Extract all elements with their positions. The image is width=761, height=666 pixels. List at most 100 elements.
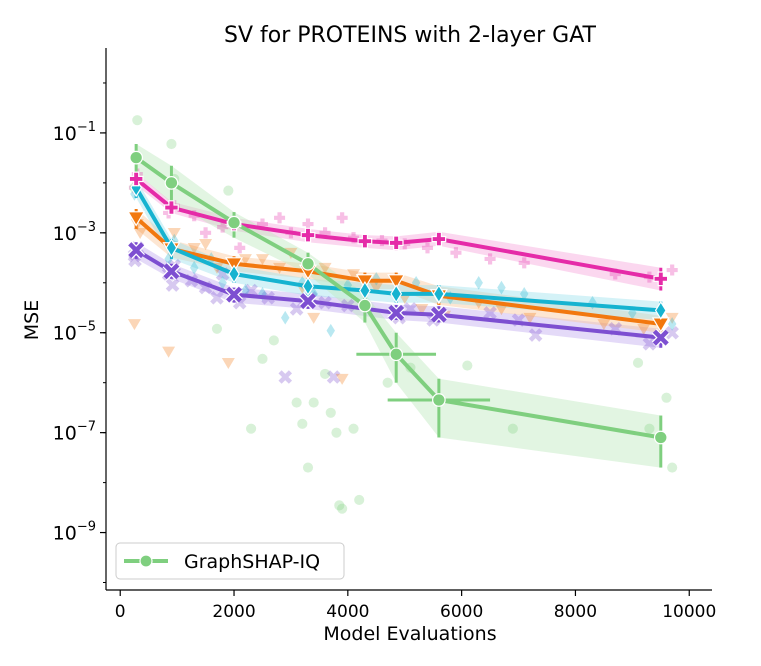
y-tick-label-4: 10−9 xyxy=(53,520,96,545)
scatter-orange-triangle-4-shape xyxy=(167,227,181,240)
scatter-purple-x-13 xyxy=(278,370,293,384)
scatter-graphshap-iq-22-shape xyxy=(462,360,473,371)
scatter-cyan-diamond-9 xyxy=(281,310,290,325)
scatter-orange-triangle-26 xyxy=(637,323,651,335)
scatter-graphshap-iq-23 xyxy=(507,423,518,434)
scatter-orange-triangle-18-shape xyxy=(369,282,383,294)
marker-cyan-diamond-1 xyxy=(165,238,178,258)
band-magenta-plus xyxy=(136,172,661,291)
scatter-magenta-plus-14 xyxy=(347,232,360,244)
scatter-cyan-diamond-22 xyxy=(667,317,677,331)
scatter-graphshap-iq-24-shape xyxy=(632,357,644,368)
marker-magenta-plus-1-shape xyxy=(164,200,179,215)
scatter-cyan-diamond-9-shape xyxy=(281,310,290,325)
scatter-purple-x-8 xyxy=(210,291,224,305)
chart-title: SV for PROTEINS with 2-layer GAT xyxy=(224,23,597,48)
scatter-purple-x-26-shape xyxy=(642,337,657,351)
marker-graphshap-iq-4-shape xyxy=(358,298,372,313)
scatter-orange-triangle-15 xyxy=(318,262,332,274)
scatter-magenta-plus-12-shape xyxy=(319,227,331,239)
marker-graphshap-iq-3-shape xyxy=(301,256,315,271)
scatter-orange-triangle-10 xyxy=(255,254,269,266)
scatter-graphshap-iq-11-shape xyxy=(302,462,314,473)
scatter-purple-x-24-shape xyxy=(528,328,543,342)
marker-orange-triangle-0-shape xyxy=(127,211,146,227)
scatter-magenta-plus-14-shape xyxy=(347,232,360,244)
marker-graphshap-iq-4 xyxy=(358,298,372,313)
scatter-orange-triangle-2 xyxy=(133,227,147,240)
scatter-cyan-diamond-6 xyxy=(218,275,227,290)
scatter-purple-x-22 xyxy=(483,306,497,320)
marker-cyan-diamond-3 xyxy=(302,276,314,296)
scatter-graphshap-iq-6 xyxy=(246,423,257,434)
marker-magenta-plus-3 xyxy=(300,227,316,243)
scatter-graphshap-iq-22 xyxy=(462,360,473,371)
scatter-graphshap-iq-9-shape xyxy=(291,397,302,408)
scatter-graphshap-iq-13-shape xyxy=(320,368,331,379)
y-tick-label-0: 10−1 xyxy=(53,120,96,145)
band-purple-x xyxy=(136,242,661,348)
series-markers xyxy=(127,150,670,445)
scatter-magenta-plus-8-shape xyxy=(256,218,269,230)
scatter-purple-x-17 xyxy=(326,370,341,384)
scatter-orange-triangle-20 xyxy=(415,304,429,316)
scatter-magenta-plus-20 xyxy=(518,257,530,269)
scatter-cyan-diamond-4 xyxy=(189,260,199,275)
scatter-magenta-plus-23-shape xyxy=(666,264,678,276)
scatter-magenta-plus-4-shape xyxy=(188,210,200,222)
band-graphshap-iq xyxy=(136,144,661,468)
scatter-graphshap-iq-14-shape xyxy=(325,407,336,418)
scatter-orange-triangle-8-shape xyxy=(221,357,235,369)
marker-magenta-plus-0-shape xyxy=(128,171,144,187)
scatter-orange-triangle-24-shape xyxy=(523,312,537,324)
scatter-orange-triangle-23-shape xyxy=(494,304,508,316)
marker-magenta-plus-0 xyxy=(128,171,144,187)
scatter-cyan-diamond-12-shape xyxy=(326,323,335,338)
scatter-graphshap-iq-15-shape xyxy=(331,427,342,438)
scatter-magenta-plus-18 xyxy=(450,247,462,259)
scatter-cyan-diamond-19 xyxy=(520,287,529,301)
scatter-orange-triangle-15-shape xyxy=(318,262,332,274)
scatter-orange-triangle-3-shape xyxy=(162,346,176,358)
marker-purple-x-3 xyxy=(299,292,317,310)
scatter-purple-x-13-shape xyxy=(278,370,293,384)
scatter-magenta-plus-5-shape xyxy=(200,227,212,239)
scatter-graphshap-iq-18 xyxy=(348,423,359,434)
scatter-purple-x-26 xyxy=(642,337,657,351)
scatter-orange-triangle-6-shape xyxy=(199,239,213,251)
y-tick-base-4: 10 xyxy=(53,523,77,545)
y-tick-exponent-0: −1 xyxy=(77,120,96,135)
marker-purple-x-0-shape xyxy=(128,242,145,259)
scatter-orange-triangle-5-shape xyxy=(187,242,201,255)
scatter-graphshap-iq-4-shape xyxy=(223,185,234,196)
scatter-magenta-plus-6 xyxy=(217,221,229,233)
scatter-magenta-plus-13 xyxy=(336,212,348,224)
scatter-graphshap-iq-20 xyxy=(382,377,393,388)
scatter-orange-triangle-20-shape xyxy=(415,304,429,316)
marker-orange-triangle-0 xyxy=(127,211,146,227)
scatter-cyan-diamond-12 xyxy=(326,323,335,338)
marker-purple-x-2 xyxy=(225,285,243,304)
marker-orange-triangle-5 xyxy=(387,274,406,290)
scatter-cyan-diamond-18-shape xyxy=(497,280,506,295)
scatter-graphshap-iq-14 xyxy=(325,407,336,418)
scatter-orange-triangle-17 xyxy=(347,269,361,281)
marker-graphshap-iq-1 xyxy=(164,176,179,190)
scatter-orange-triangle-4 xyxy=(167,227,181,240)
scatter-orange-triangle-0-shape xyxy=(127,319,141,331)
scatter-purple-x-22-shape xyxy=(483,306,497,320)
scatter-magenta-plus-21-shape xyxy=(609,268,621,280)
y-tick-label-3: 10−7 xyxy=(53,420,96,445)
marker-magenta-plus-7-shape xyxy=(653,271,669,287)
scatter-graphshap-iq-16 xyxy=(334,500,345,511)
y-tick-exponent-4: −9 xyxy=(77,520,96,535)
x-tick-label-1: 2000 xyxy=(212,602,255,622)
marker-magenta-plus-4-shape xyxy=(357,233,373,249)
scatter-magenta-plus-9 xyxy=(274,212,286,224)
scatter-magenta-plus-13-shape xyxy=(336,212,348,224)
marker-magenta-plus-5-shape xyxy=(388,235,404,251)
scatter-cyan-diamond-6-shape xyxy=(218,275,227,290)
marker-magenta-plus-1 xyxy=(164,200,179,215)
marker-purple-x-3-shape xyxy=(300,293,316,310)
